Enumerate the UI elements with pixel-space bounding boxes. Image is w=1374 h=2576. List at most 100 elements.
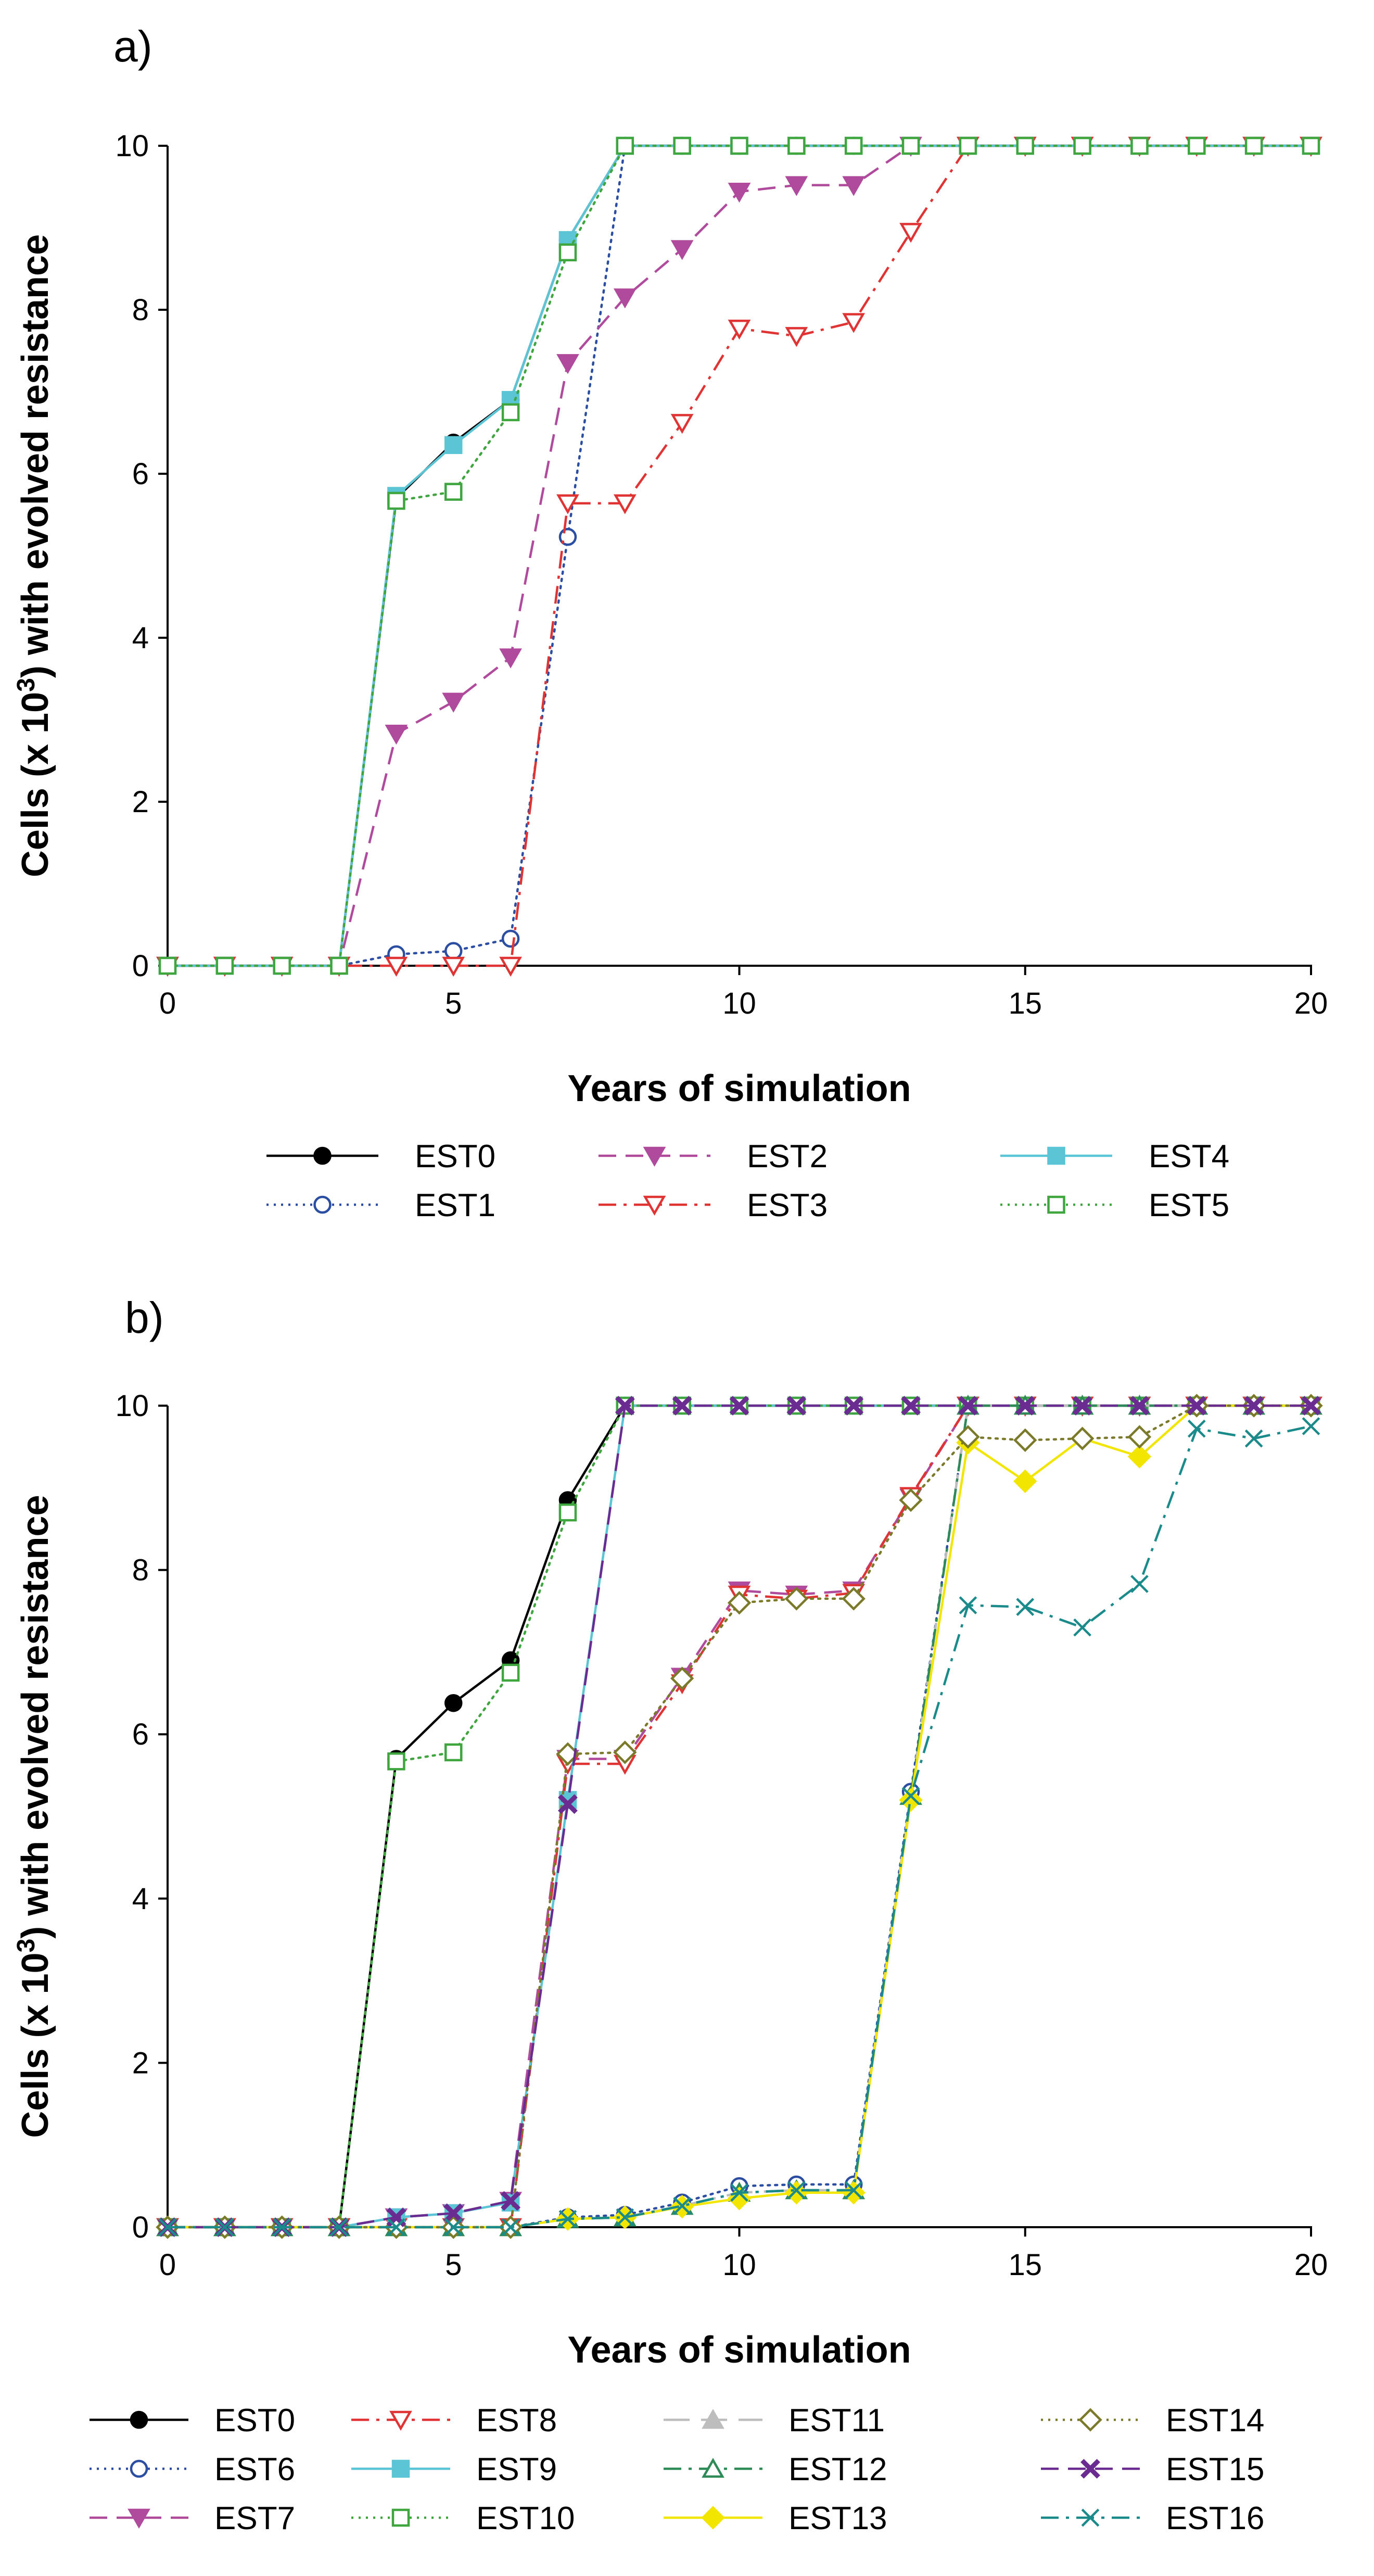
x-tick-label: 5 xyxy=(445,2248,462,2282)
data-point-EST14 xyxy=(613,1740,637,1764)
data-point-EST16 xyxy=(616,2208,634,2227)
legend-marker xyxy=(643,1146,666,1167)
x-tick-label: 20 xyxy=(1294,2248,1328,2282)
data-point-EST10 xyxy=(501,1663,520,1682)
data-point-EST3 xyxy=(842,313,866,333)
data-point-EST3 xyxy=(670,414,694,434)
data-point-EST2 xyxy=(499,648,522,668)
y-axis-title: Cells (x 103) with evolved resistance xyxy=(12,234,56,877)
data-point-EST5 xyxy=(959,136,977,155)
legend-label: EST0 xyxy=(415,1139,495,1175)
legend-item-EST16: EST16 xyxy=(1041,2501,1265,2536)
legend-item-EST6: EST6 xyxy=(90,2452,295,2487)
legend-label: EST0 xyxy=(214,2403,295,2439)
legend-label: EST6 xyxy=(214,2452,295,2487)
data-point-EST5 xyxy=(616,136,634,155)
data-point-EST15 xyxy=(1129,1396,1150,1416)
data-point-EST16 xyxy=(1073,1618,1091,1637)
data-point-EST5 xyxy=(1016,136,1034,155)
y-tick-label: 4 xyxy=(132,621,149,655)
data-point-EST15 xyxy=(615,1396,635,1416)
legend-label: EST2 xyxy=(747,1139,828,1175)
data-point-EST5 xyxy=(273,956,291,975)
data-point-EST15 xyxy=(844,1396,864,1416)
panel-a: a) 0 5 10 15 20 0 2 4 6 8 10 Years of simulation Cell… xyxy=(12,22,1328,1223)
data-point-EST16 xyxy=(844,2181,863,2200)
legend-item-EST4: EST4 xyxy=(1000,1139,1229,1175)
data-point-EST14 xyxy=(670,1666,694,1690)
legend-item-EST0: EST0 xyxy=(90,2403,295,2439)
legend-marker xyxy=(128,2508,150,2529)
data-point-EST14 xyxy=(899,1488,923,1512)
legend-marker xyxy=(701,2506,725,2530)
data-point-EST13 xyxy=(899,1788,923,1812)
legend-label: EST3 xyxy=(747,1188,828,1223)
legend-item-EST8: EST8 xyxy=(351,2403,557,2439)
data-point-EST16 xyxy=(1016,1598,1035,1616)
legend-marker xyxy=(391,2459,410,2478)
y-tick-label: 2 xyxy=(132,785,149,819)
y-tick-label: 2 xyxy=(132,2046,149,2080)
legend-item-EST1: EST1 xyxy=(266,1188,495,1223)
legend-item-EST5: EST5 xyxy=(1000,1188,1229,1223)
y-tick-label: 10 xyxy=(115,129,149,163)
panel-label: a) xyxy=(113,22,152,71)
data-point-EST5 xyxy=(444,483,463,501)
data-point-EST16 xyxy=(1130,1575,1149,1593)
data-point-EST16 xyxy=(787,2181,806,2200)
data-point-EST16 xyxy=(1187,1419,1206,1438)
data-point-EST13 xyxy=(1013,1469,1037,1493)
data-point-EST3 xyxy=(728,319,751,340)
data-point-EST16 xyxy=(959,1596,977,1614)
data-point-EST2 xyxy=(442,692,465,713)
x-tick-label: 10 xyxy=(722,2248,756,2282)
legend-label: EST11 xyxy=(788,2403,885,2439)
data-point-EST5 xyxy=(673,136,691,155)
data-point-EST16 xyxy=(444,2218,463,2237)
y-tick-label: 8 xyxy=(132,293,149,327)
x-tick-label: 0 xyxy=(159,2248,176,2282)
data-point-EST2 xyxy=(670,240,694,260)
x-axis-title: Years of simulation xyxy=(567,1068,911,1109)
legend-item-EST2: EST2 xyxy=(599,1139,828,1175)
y-axis-title: Cells (x 103) with evolved resistance xyxy=(12,1495,56,2138)
y-tick-label: 4 xyxy=(132,1882,149,1916)
data-point-EST15 xyxy=(901,1396,921,1416)
data-point-EST3 xyxy=(385,956,408,977)
data-point-EST16 xyxy=(901,1787,920,1805)
data-point-EST2 xyxy=(842,176,866,196)
legend-label: EST13 xyxy=(788,2501,887,2536)
data-point-EST5 xyxy=(387,491,405,510)
legend-marker xyxy=(702,2408,724,2429)
data-point-EST2 xyxy=(728,182,751,203)
legend-marker xyxy=(1081,2508,1100,2527)
data-point-EST14 xyxy=(1070,1426,1095,1450)
series-EST5 xyxy=(158,136,1320,975)
legend: EST0 EST1 EST2 EST3 EST4 EST5 xyxy=(266,1139,1229,1223)
data-point-EST10 xyxy=(444,1743,463,1762)
data-point-EST16 xyxy=(273,2218,291,2237)
legend-marker xyxy=(389,2410,412,2431)
data-point-EST16 xyxy=(215,2218,234,2237)
panel-b: b) 0 5 10 15 20 0 2 4 6 8 10 Years of simulation Cell… xyxy=(12,1293,1328,2536)
legend-marker xyxy=(1047,1195,1065,1214)
data-point-EST16 xyxy=(1244,1429,1263,1448)
legend-item-EST9: EST9 xyxy=(351,2452,557,2487)
x-tick-label: 15 xyxy=(1008,987,1042,1020)
x-tick-label: 15 xyxy=(1008,2248,1042,2282)
legend-marker xyxy=(130,2410,148,2429)
legend-marker xyxy=(313,1195,332,1214)
data-point-EST5 xyxy=(1302,136,1320,155)
series-line-EST5 xyxy=(166,144,1313,967)
data-point-EST16 xyxy=(1302,1417,1320,1435)
data-point-EST2 xyxy=(785,176,808,196)
legend-marker xyxy=(391,2508,410,2527)
legend-item-EST13: EST13 xyxy=(664,2501,887,2536)
data-point-EST16 xyxy=(330,2218,348,2237)
data-point-EST15 xyxy=(672,1396,692,1416)
data-point-EST5 xyxy=(1073,136,1091,155)
legend-label: EST4 xyxy=(1149,1139,1229,1175)
legend-label: EST16 xyxy=(1166,2501,1265,2536)
data-point-EST14 xyxy=(1127,1425,1152,1449)
